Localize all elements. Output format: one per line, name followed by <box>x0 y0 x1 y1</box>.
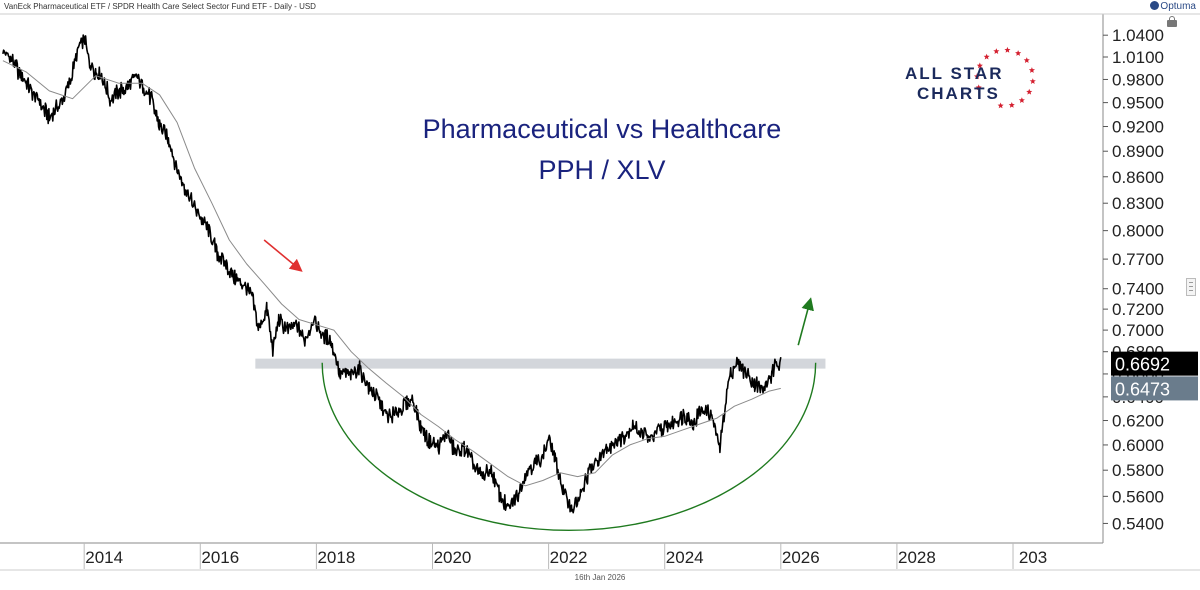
y-tick-label: 0.6200 <box>1112 412 1164 431</box>
last-value-label-bg <box>1111 351 1198 376</box>
ma-value-label: 0.6473 <box>1115 379 1170 399</box>
moving-average-line <box>2 60 781 487</box>
logo-star-icon <box>975 84 982 91</box>
y-tick-label: 0.8900 <box>1112 142 1164 161</box>
logo-star-icon <box>1015 50 1022 56</box>
x-tick-label: 203 <box>1019 548 1047 567</box>
y-tick-label: 0.9200 <box>1112 118 1164 137</box>
y-tick-label: 0.7700 <box>1112 250 1164 269</box>
logo-star-icon <box>976 62 983 69</box>
logo-star-icon <box>983 53 990 60</box>
axis-scroll-handle[interactable] <box>1186 278 1196 296</box>
footer-date: 16th Jan 2026 <box>574 573 626 582</box>
logo-text-line2: CHARTS <box>917 84 1000 103</box>
ma-value-label-bg <box>1111 376 1198 401</box>
logo-star-icon <box>1008 102 1015 108</box>
logo-star-icon <box>974 73 981 80</box>
chart-title: Pharmaceutical vs Healthcare <box>423 114 782 144</box>
lock-icon[interactable] <box>1167 16 1177 27</box>
all-star-charts-logo: ALL STAR CHARTS <box>905 40 1045 120</box>
y-tick-label: 1.0100 <box>1112 48 1164 67</box>
y-tick-label: 0.7000 <box>1112 321 1164 340</box>
logo-star-icon <box>1029 78 1036 84</box>
brand-name: Optuma <box>1160 1 1196 12</box>
x-tick-label: 2022 <box>550 548 588 567</box>
x-tick-label: 2016 <box>201 548 239 567</box>
logo-star-icon <box>1026 88 1033 95</box>
last-value-label: 0.6692 <box>1115 355 1170 375</box>
y-tick-label: 1.0400 <box>1112 26 1164 45</box>
price-series-line <box>2 34 782 514</box>
x-tick-label: 2024 <box>666 548 704 567</box>
logo-star-icon <box>993 48 1000 54</box>
logo-text-line1: ALL STAR <box>905 64 1004 83</box>
up-arrow <box>797 297 814 346</box>
optuma-logo-icon <box>1150 1 1160 10</box>
chart-header: VanEck Pharmaceutical ETF / SPDR Health … <box>0 0 1200 14</box>
x-tick-label: 2028 <box>898 548 936 567</box>
y-tick-label: 0.8600 <box>1112 168 1164 187</box>
logo-star-icon <box>1028 67 1035 73</box>
y-tick-label: 0.8000 <box>1112 222 1164 241</box>
instrument-title: VanEck Pharmaceutical ETF / SPDR Health … <box>4 2 316 11</box>
y-tick-label: 0.6000 <box>1112 436 1164 455</box>
y-tick-label: 0.8300 <box>1112 194 1164 213</box>
chart-subtitle: PPH / XLV <box>538 155 665 185</box>
y-tick-label: 0.5800 <box>1112 461 1164 480</box>
logo-star-icon <box>997 102 1004 109</box>
star-ring-icon <box>974 46 1036 109</box>
rounding-bottom-arc <box>321 362 817 531</box>
logo-star-icon <box>1023 57 1030 63</box>
y-tick-label: 0.9800 <box>1112 70 1164 89</box>
down-arrow <box>263 239 303 272</box>
y-tick-label: 0.5600 <box>1112 487 1164 506</box>
x-tick-label: 2014 <box>85 548 123 567</box>
y-tick-label: 0.7200 <box>1112 300 1164 319</box>
y-tick-label: 0.5400 <box>1112 514 1164 533</box>
logo-star-icon <box>1004 46 1011 53</box>
y-tick-label: 0.9500 <box>1112 94 1164 113</box>
brand-label: Optuma <box>1150 1 1196 12</box>
x-tick-label: 2018 <box>317 548 355 567</box>
x-tick-label: 2020 <box>434 548 472 567</box>
resistance-band <box>255 358 826 369</box>
y-tick-label: 0.7400 <box>1112 280 1164 299</box>
logo-star-icon <box>1018 97 1025 103</box>
x-tick-label: 2026 <box>782 548 820 567</box>
